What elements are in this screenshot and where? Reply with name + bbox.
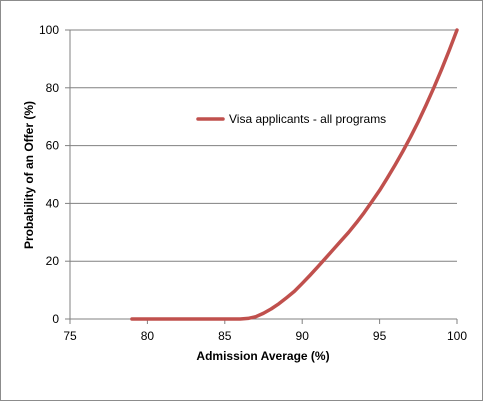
legend-label: Visa applicants - all programs bbox=[229, 112, 386, 126]
y-tick-label: 20 bbox=[46, 254, 60, 268]
legend: Visa applicants - all programs bbox=[196, 112, 386, 126]
y-tick-label: 80 bbox=[46, 81, 60, 95]
y-tick-label: 60 bbox=[46, 139, 60, 153]
gridlines bbox=[70, 29, 457, 262]
x-axis-title: Admission Average (%) bbox=[196, 349, 329, 363]
axes bbox=[69, 30, 457, 320]
y-axis-ticks: 0 20 40 60 80 100 bbox=[39, 23, 70, 326]
x-axis-ticks: 75 80 85 90 95 100 bbox=[63, 319, 467, 343]
y-tick-label: 0 bbox=[52, 312, 59, 326]
x-tick-label: 80 bbox=[141, 329, 155, 343]
y-axis-title: Probability of an Offer (%) bbox=[22, 101, 36, 249]
x-tick-label: 100 bbox=[447, 329, 467, 343]
x-tick-label: 90 bbox=[296, 329, 310, 343]
x-tick-label: 75 bbox=[63, 329, 77, 343]
series-line-0 bbox=[130, 28, 459, 321]
y-tick-label: 40 bbox=[46, 196, 60, 210]
x-tick-label: 85 bbox=[218, 329, 232, 343]
y-tick-label: 100 bbox=[39, 23, 59, 37]
series-layer bbox=[130, 28, 459, 321]
x-tick-label: 95 bbox=[373, 329, 387, 343]
